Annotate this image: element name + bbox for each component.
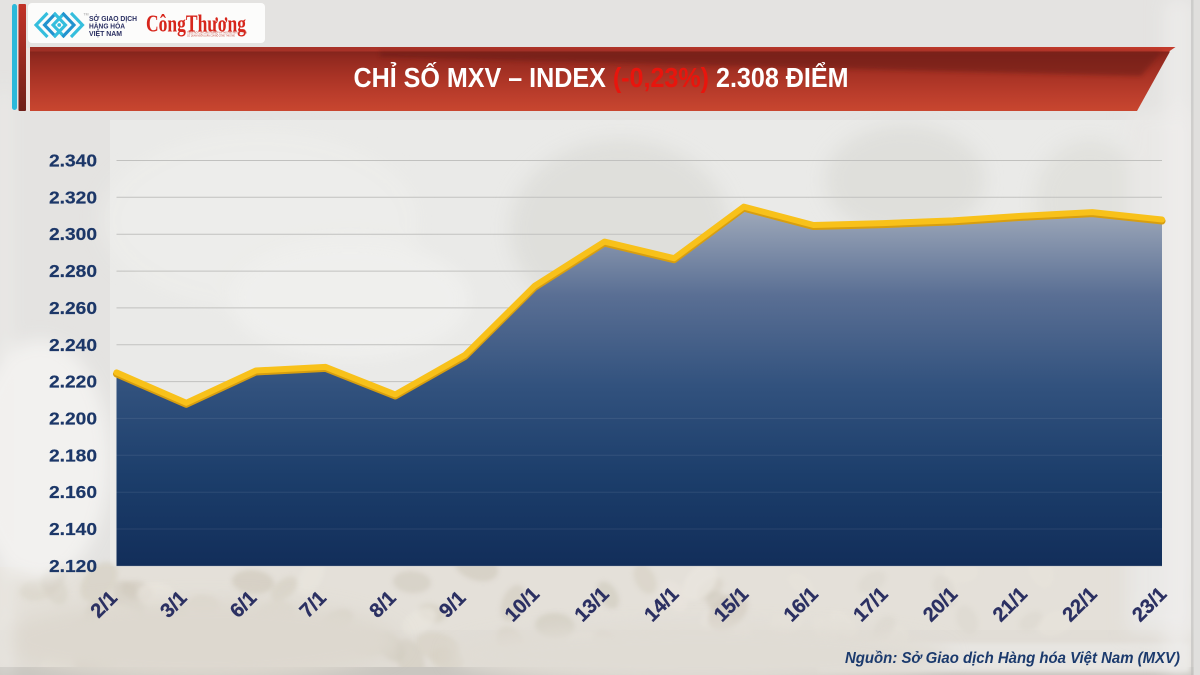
svg-text:HÀNG HÓA: HÀNG HÓA <box>89 22 125 31</box>
svg-text:2.160: 2.160 <box>49 482 97 502</box>
svg-text:CHỈ SỐ MXV – INDEX (-0,23%) 2.: CHỈ SỐ MXV – INDEX (-0,23%) 2.308 ĐIỂM <box>354 61 849 93</box>
svg-text:TIẾNG NÓI CỦA CÔNG NGHIỆP VÀ T: TIẾNG NÓI CỦA CÔNG NGHIỆP VÀ THƯƠNG MẠI … <box>187 30 247 35</box>
svg-text:Nguồn: Sở Giao dịch Hàng hóa V: Nguồn: Sở Giao dịch Hàng hóa Việt Nam (M… <box>845 650 1180 667</box>
svg-text:VIỆT NAM: VIỆT NAM <box>89 29 122 38</box>
svg-text:2.340: 2.340 <box>49 151 97 171</box>
svg-text:2.140: 2.140 <box>49 519 97 539</box>
svg-text:2.200: 2.200 <box>49 408 97 428</box>
svg-text:2.320: 2.320 <box>49 187 97 207</box>
svg-text:TM: TM <box>84 13 89 17</box>
svg-text:2.180: 2.180 <box>49 445 97 465</box>
svg-text:2.120: 2.120 <box>49 556 97 576</box>
svg-text:2.280: 2.280 <box>49 261 97 281</box>
svg-text:CôngThương: CôngThương <box>146 12 246 38</box>
svg-text:SỞ GIAO DỊCH: SỞ GIAO DỊCH <box>89 14 137 23</box>
svg-text:CƠ QUAN NGÔN LUẬN CỦA BỘ CÔNG: CƠ QUAN NGÔN LUẬN CỦA BỘ CÔNG THƯƠNG <box>187 32 235 37</box>
svg-text:2.240: 2.240 <box>49 335 97 355</box>
svg-text:2.300: 2.300 <box>49 224 97 244</box>
svg-text:2.220: 2.220 <box>49 372 97 392</box>
svg-text:2.260: 2.260 <box>49 298 97 318</box>
